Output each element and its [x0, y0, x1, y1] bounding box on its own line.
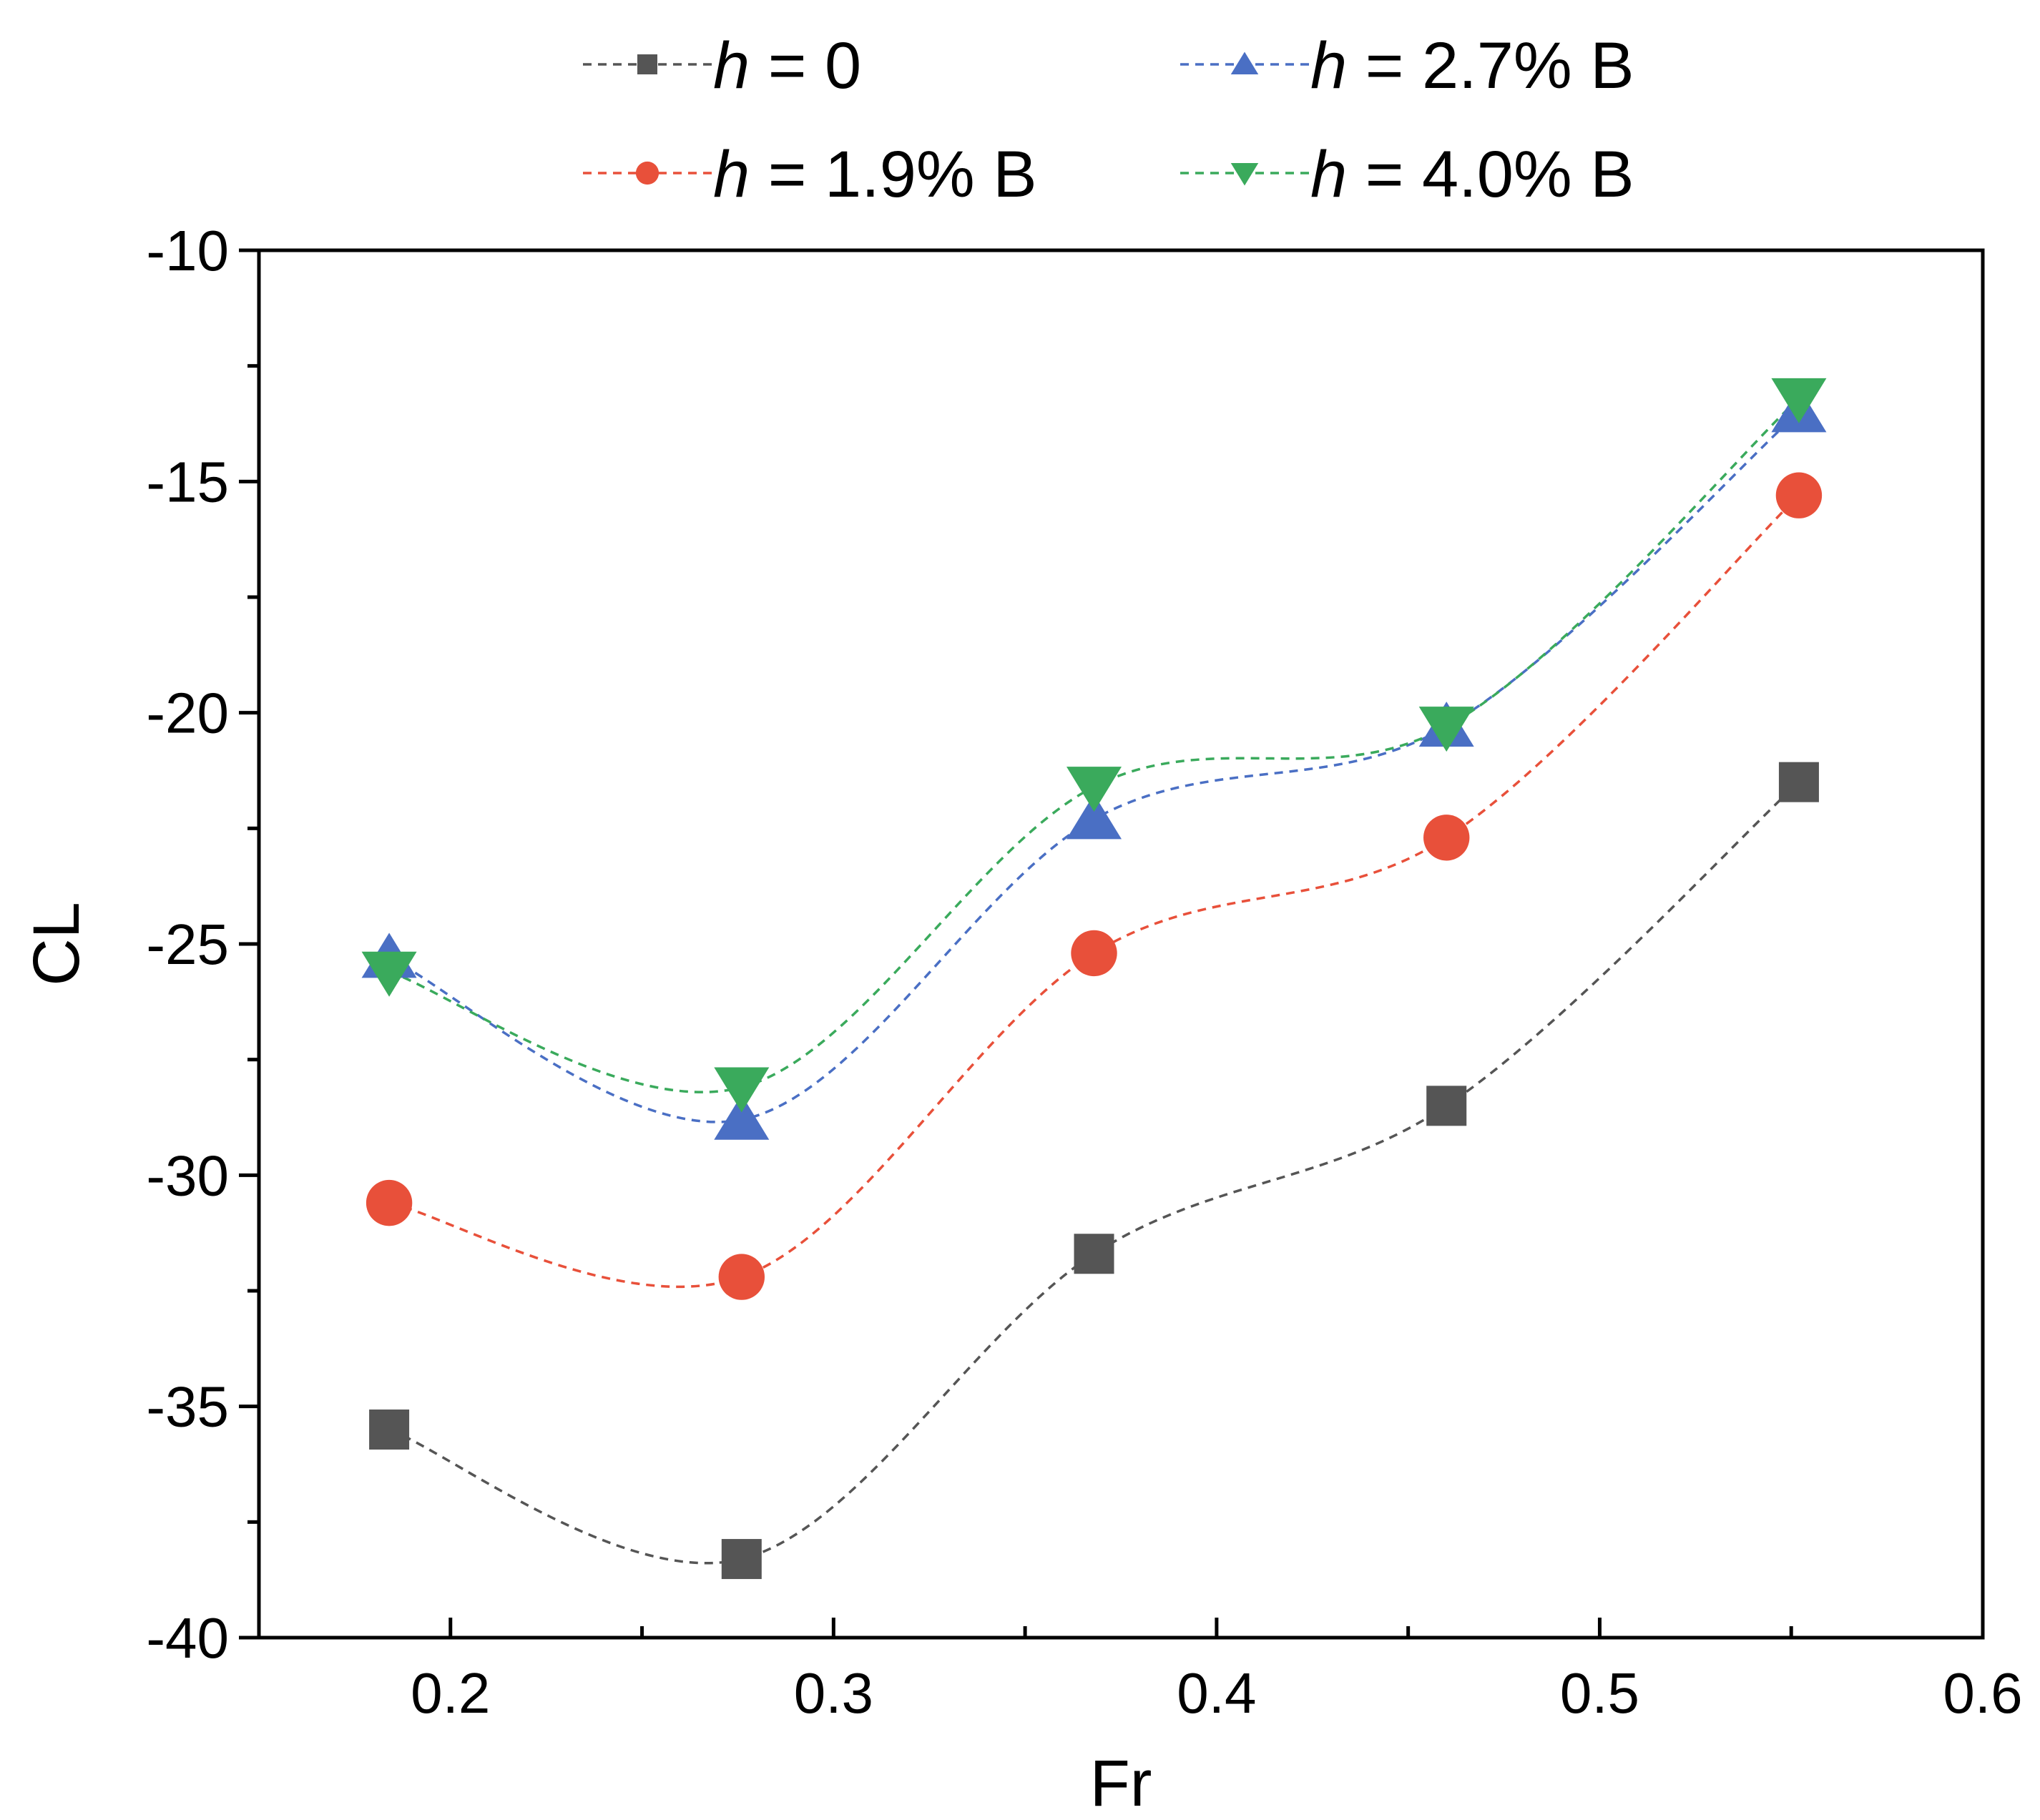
data-point [1066, 794, 1122, 840]
series-line-3 [388, 397, 1800, 1093]
data-point [1771, 378, 1827, 423]
data-point [1066, 767, 1122, 812]
data-point [361, 951, 417, 997]
y-tick-label: -20 [146, 682, 229, 745]
data-point [1418, 707, 1474, 752]
data-point [1074, 1234, 1114, 1274]
data-point [714, 1067, 770, 1113]
legend-entry: h = 2.7% B [1310, 29, 1634, 102]
data-point [1071, 930, 1117, 977]
data-point [1778, 762, 1819, 802]
legend-marker [1230, 51, 1259, 74]
data-point [714, 1094, 770, 1140]
legend-entry: h = 1.9% B [713, 138, 1037, 211]
x-tick-label: 0.5 [1560, 1661, 1639, 1725]
x-tick-label: 0.2 [411, 1661, 490, 1725]
x-axis-title: Fr [1090, 1747, 1152, 1820]
data-point [369, 1410, 410, 1450]
y-axis-ticks: -10 -15 -20 -25 -30 -35 -40 [146, 219, 259, 1670]
data-point [1775, 472, 1823, 518]
series-markers [361, 378, 1827, 1580]
legend-marker [635, 161, 659, 185]
legend-entry: h = 0 [713, 29, 861, 102]
legend-entry: h = 4.0% B [1310, 138, 1634, 211]
y-tick-label: -30 [146, 1143, 229, 1207]
legend-marker [637, 54, 657, 74]
data-point [1426, 1086, 1467, 1126]
y-tick-label: -10 [146, 219, 229, 282]
x-axis-ticks: 0.2 0.3 0.4 0.5 0.6 [257, 1618, 2023, 1725]
x-tick-label: 0.3 [794, 1661, 873, 1725]
y-axis-title: CL [20, 902, 93, 986]
y-tick-label: -15 [146, 450, 229, 513]
data-point [721, 1539, 762, 1580]
series-line-0 [388, 781, 1800, 1565]
legend-marker [1230, 163, 1259, 186]
data-point [718, 1254, 765, 1300]
plot-frame [257, 248, 1985, 1640]
y-tick-label: -40 [146, 1606, 229, 1670]
y-tick-label: -25 [146, 913, 229, 976]
y-tick-label: -35 [146, 1375, 229, 1439]
series-lines [388, 397, 1800, 1565]
x-tick-label: 0.6 [1943, 1661, 2022, 1725]
data-point [1423, 815, 1470, 861]
x-tick-label: 0.4 [1177, 1661, 1256, 1725]
data-point [366, 1179, 413, 1226]
legend: h = 0 h = 1.9% B h = 2.7% B h = 4.0% B [583, 29, 1634, 211]
